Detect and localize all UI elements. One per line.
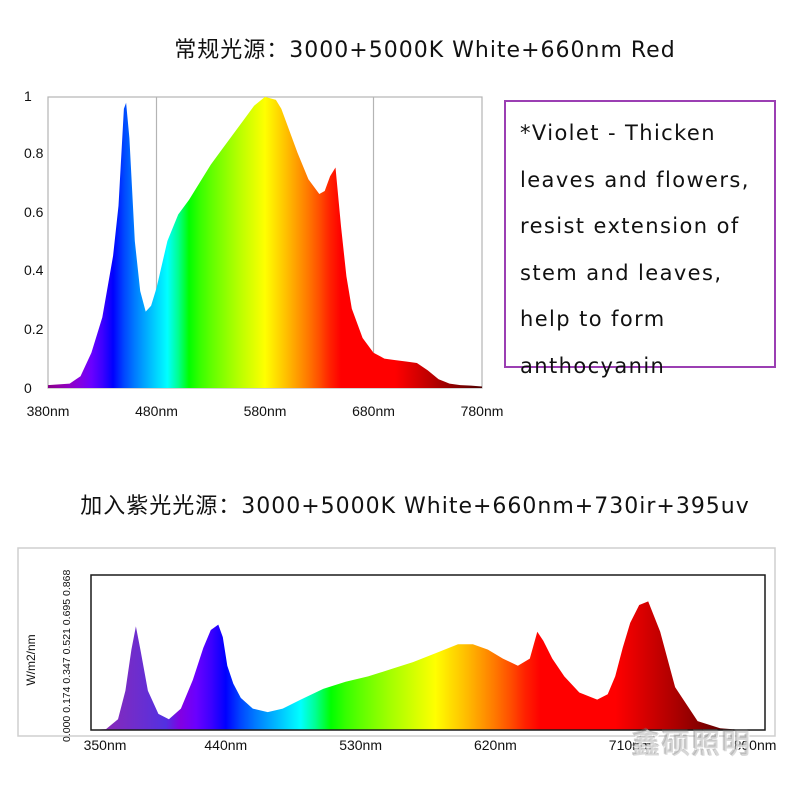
spectrum-area	[48, 96, 482, 389]
note-line: anthocyanin	[520, 353, 666, 378]
y-tick-label: 0.8	[24, 145, 44, 161]
y-tick-label: 0.2	[24, 321, 44, 337]
bottom-chart-title: 加入紫光光源：3000+5000K White+660nm+730ir+395u…	[80, 494, 750, 519]
x-tick-label: 480nm	[135, 403, 178, 419]
y-tick-label: 1	[24, 88, 32, 104]
top-chart-title: 常规光源：3000+5000K White+660nm Red	[174, 38, 676, 63]
y-tick-label: 0.6	[24, 204, 44, 220]
x-tick-label: 580nm	[244, 403, 287, 419]
x-tick-label: 680nm	[352, 403, 395, 419]
y-tick-label: 0	[24, 380, 32, 396]
note-line: help to form	[520, 307, 666, 331]
note-line: stem and leaves,	[520, 260, 723, 285]
y-tick-label: 0.4	[24, 262, 44, 278]
x-tick-label: 780nm	[461, 403, 504, 419]
x-tick-label: 380nm	[27, 403, 70, 419]
note-line: *Violet - Thicken	[520, 121, 716, 145]
note-line: resist extension of	[520, 214, 740, 238]
note-line: leaves and flowers,	[520, 167, 750, 192]
violet-benefit-note: *Violet - Thicken leaves and flowers, re…	[504, 100, 776, 378]
brand-watermark: 鑫硕照明	[632, 727, 753, 760]
